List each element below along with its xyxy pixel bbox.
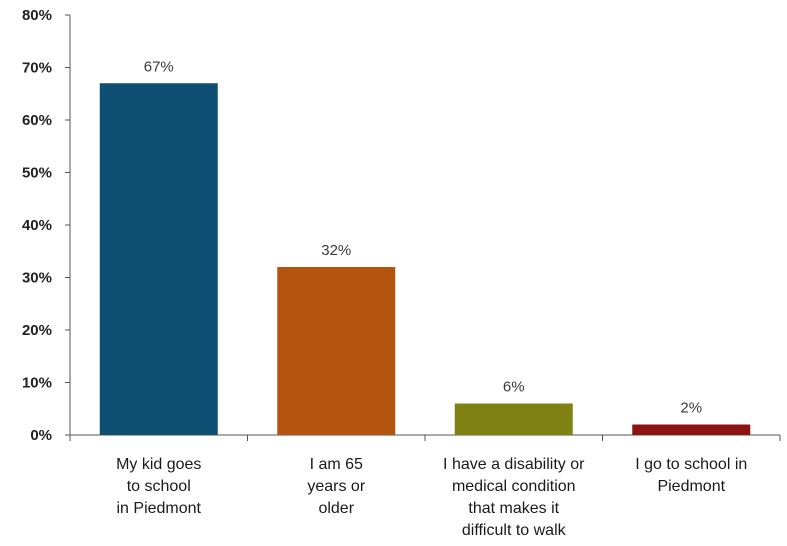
category-label-line: I have a disability or [443,456,585,473]
y-tick-label: 20% [22,322,52,339]
bars [99,83,751,435]
category-label-line: years or [307,478,365,495]
y-tick-label: 60% [22,112,52,129]
y-axis: 0% 10% 20% 30% 40% 50% 60% 70% 80% [22,7,71,444]
data-label: 2% [680,400,702,417]
category-label: I am 65 years or older [307,456,365,517]
category-label: My kid goes to school in Piedmont [116,456,201,517]
y-tick-label: 50% [22,165,52,182]
bar [99,83,218,435]
y-tick-label: 10% [22,375,52,392]
category-label-line: to school [127,478,191,495]
data-label: 32% [321,242,351,259]
category-label-line: medical condition [452,478,576,495]
category-label-line: My kid goes [116,456,201,473]
category-label-line: in Piedmont [117,500,202,517]
y-tick-label: 30% [22,270,52,287]
x-axis [69,434,781,441]
bar [454,403,573,435]
y-tick-label: 0% [30,427,52,444]
category-label: I have a disability or medical condition t… [443,456,585,539]
data-label: 6% [503,379,525,396]
category-label-line: that makes it [468,500,559,517]
category-label-line: I am 65 [310,456,363,473]
category-label-line: I go to school in [635,456,747,473]
bar [277,267,396,435]
y-tick-label: 40% [22,217,52,234]
data-labels: 67% 32% 6% 2% [144,58,702,416]
category-label-line: Piedmont [657,478,725,495]
data-label: 67% [144,58,174,75]
bar [632,424,751,435]
y-tick-label: 70% [22,60,52,77]
category-label: I go to school in Piedmont [635,456,747,495]
category-labels: My kid goes to school in Piedmont I am 65 ye… [116,456,747,539]
category-label-line: older [318,500,354,517]
category-label-line: difficult to walk [462,522,567,539]
y-tick-label: 80% [22,7,52,24]
